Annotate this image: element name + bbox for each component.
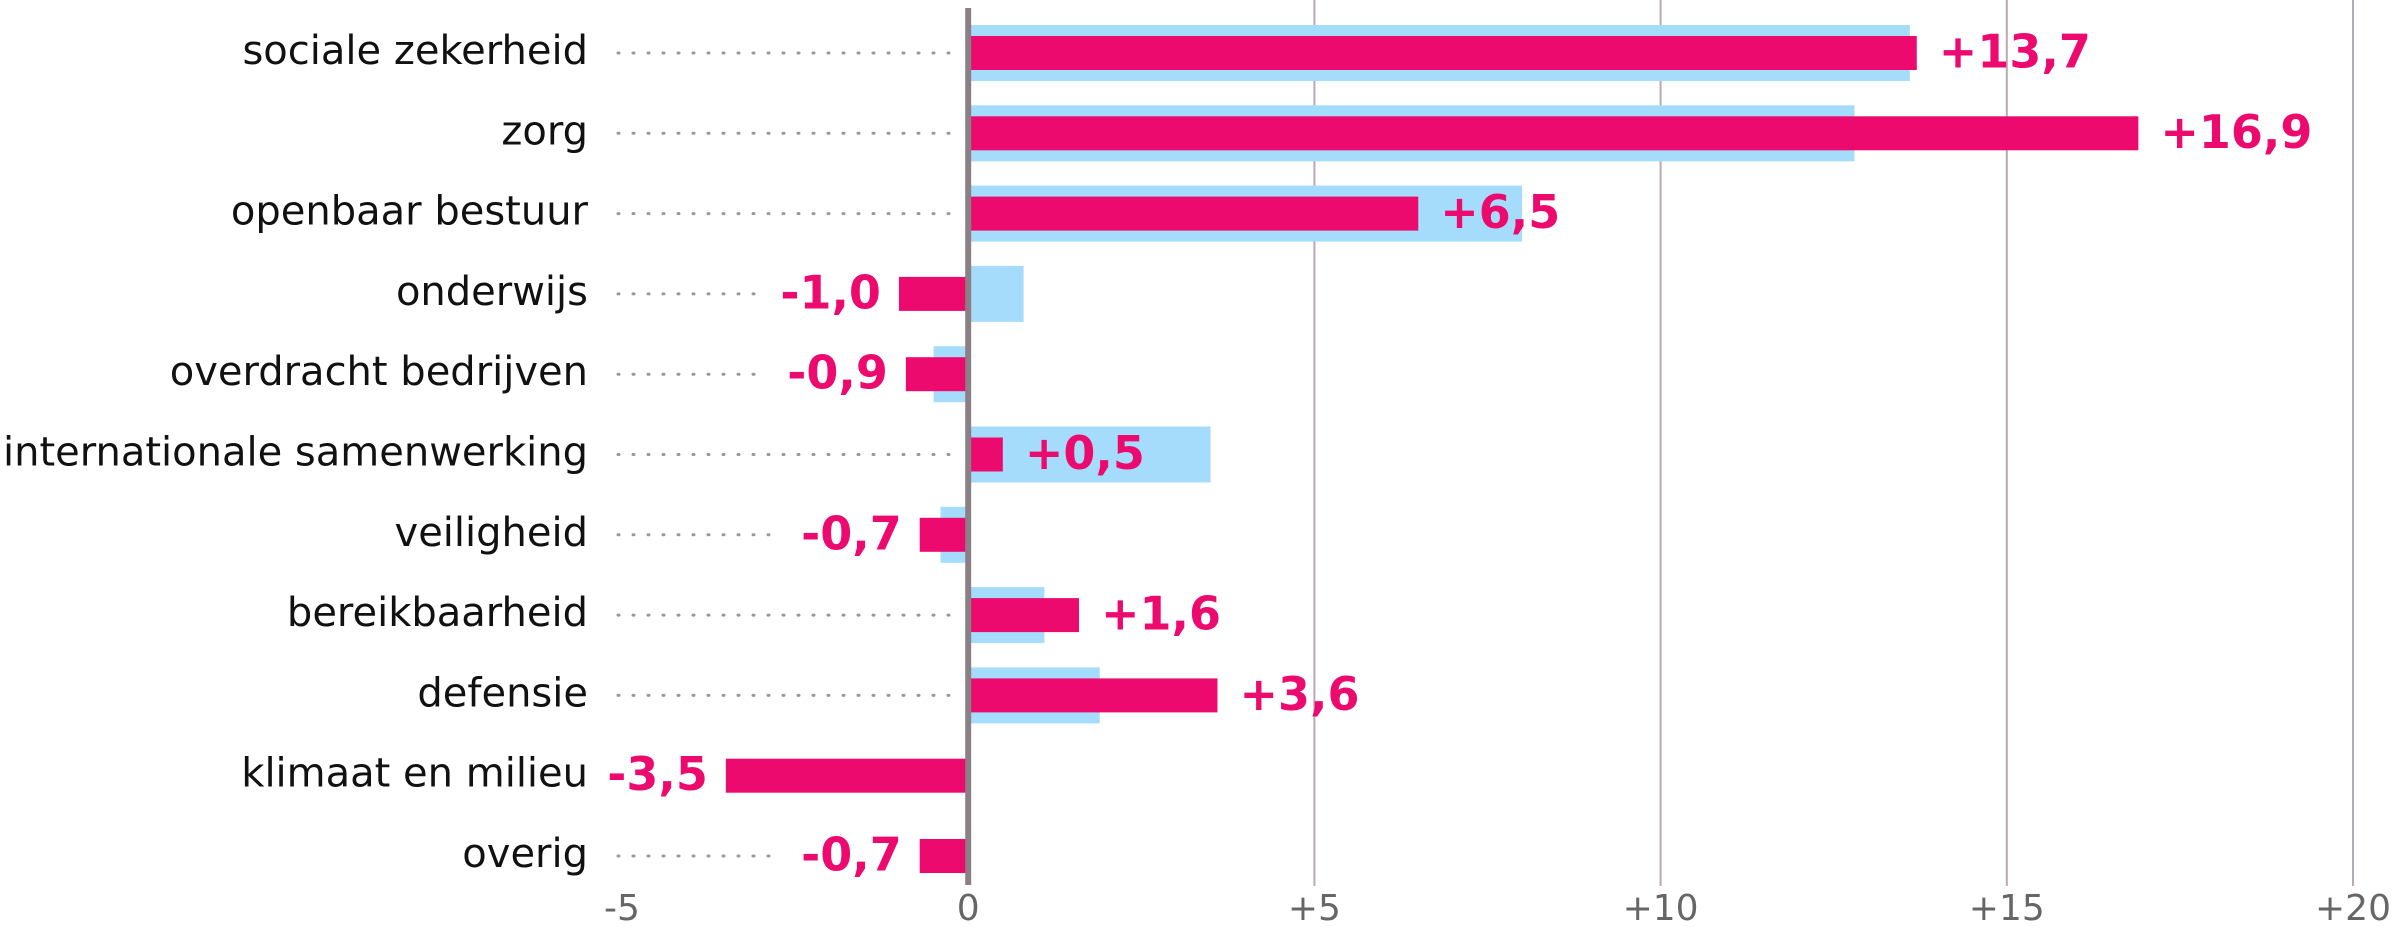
category-label: bereikbaarheid [287,590,588,636]
category-label: overdracht bedrijven [170,349,588,395]
category-label: zorg [501,108,588,154]
bar [968,598,1079,633]
x-tick-label: +10 [1623,888,1699,927]
bar [968,265,1024,322]
bar [898,276,969,311]
category-label: onderwijs [396,269,588,315]
value-label: +0,5 [1025,426,1145,480]
bar [968,678,1218,713]
bar [919,839,969,873]
bar [968,426,1211,483]
bar [725,758,969,793]
bar [905,357,969,392]
value-label: -0,9 [787,346,888,400]
bar [968,196,1419,231]
value-label: -1,0 [780,265,881,319]
category-label: klimaat en milieu [241,751,588,797]
value-label: +1,6 [1101,587,1221,641]
x-tick-label: +15 [1969,888,2045,927]
x-tick-label: 0 [957,888,980,927]
value-label: -3,5 [607,747,708,801]
category-label: defensie [417,670,588,716]
category-label: sociale zekerheid [242,28,588,74]
bar [968,36,1917,70]
value-label: -0,7 [801,828,902,882]
value-label: +6,5 [1440,185,1560,239]
value-label: +16,9 [2160,105,2312,159]
value-label: -0,7 [801,506,902,560]
category-label: veiligheid [395,510,588,556]
bar [968,437,1003,472]
x-tick-label: -5 [604,888,640,927]
x-tick-label: +5 [1288,888,1341,927]
category-label: openbaar bestuur [231,189,589,235]
x-tick-label: +20 [2315,888,2391,927]
bar [919,517,969,552]
category-label: overig [462,831,588,877]
value-label: +3,6 [1239,667,1359,721]
bar [968,116,2139,151]
value-label: +13,7 [1939,25,2091,79]
category-label: internationale samenwerking [3,430,588,476]
